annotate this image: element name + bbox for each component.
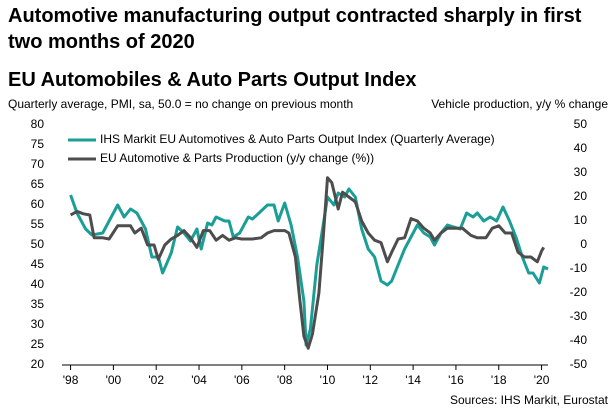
y-tick-label: 60 [31,197,45,211]
y2-tick-label: -40 [570,333,588,347]
y2-tick-label: 20 [574,189,588,203]
y-tick-label: 30 [31,317,45,331]
y-tick-label: 25 [31,337,45,351]
x-tick-label: '06 [234,373,250,387]
y2-tick-label: -30 [570,309,588,323]
series-line [69,176,545,350]
legend-label: EU Automotive & Parts Production (y/y ch… [100,151,374,165]
x-tick-label: '00 [106,373,122,387]
x-tick-label: '02 [148,373,164,387]
y2-tick-label: 50 [574,117,588,131]
x-tick-label: '14 [405,373,421,387]
y-tick-label: 20 [31,357,45,371]
source: Sources: IHS Markit, Eurostat [450,393,609,407]
series-line [69,187,549,347]
x-tick-label: '20 [534,373,550,387]
y2-tick-label: -20 [570,285,588,299]
y-tick-label: 80 [31,117,45,131]
y-tick-label: 50 [31,237,45,251]
x-tick-label: '12 [362,373,378,387]
x-tick-label: '16 [448,373,464,387]
y-tick-label: 55 [31,217,45,231]
y-tick-label: 70 [31,157,45,171]
y-tick-label: 35 [31,297,45,311]
subtitle: Quarterly average, PMI, sa, 50.0 = no ch… [8,97,353,111]
x-tick-label: '08 [277,373,293,387]
y-tick-label: 75 [31,137,45,151]
y2-tick-label: 10 [574,213,588,227]
y-tick-label: 65 [31,177,45,191]
y2-axis-label: Vehicle production, y/y % change [431,97,608,111]
y2-tick-label: -10 [570,261,588,275]
y2-tick-label: -50 [570,357,588,371]
x-tick-label: '18 [491,373,507,387]
legend-label: IHS Markit EU Automotives & Auto Parts O… [100,132,495,146]
chart-title: EU Automobiles & Auto Parts Output Index [8,69,417,91]
y2-tick-label: 40 [574,141,588,155]
y-tick-label: 45 [31,257,45,271]
x-tick-label: '04 [191,373,207,387]
y2-tick-label: 30 [574,165,588,179]
y2-tick-label: 0 [580,237,587,251]
y-tick-label: 40 [31,277,45,291]
x-tick-label: '98 [63,373,79,387]
headline: Automotive manufacturing output contract… [8,5,582,53]
x-tick-label: '10 [320,373,336,387]
